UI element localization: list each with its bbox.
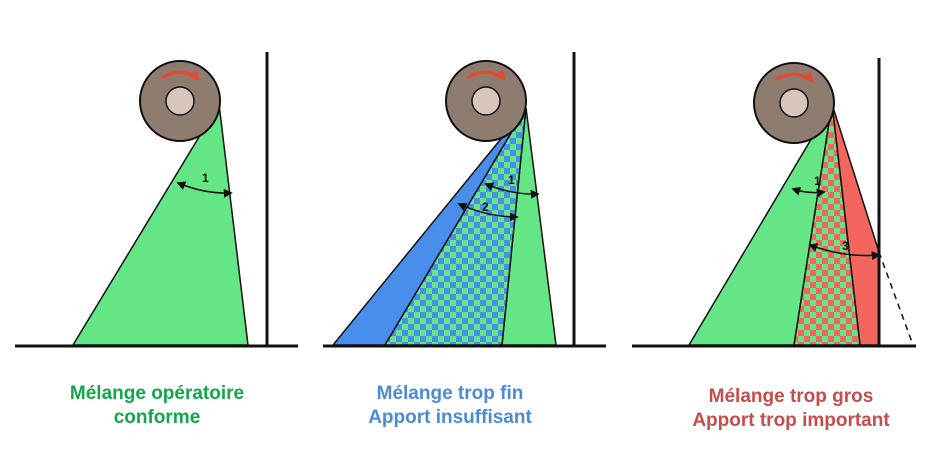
green-cone xyxy=(71,101,249,346)
checker-overlap xyxy=(383,107,527,346)
roller xyxy=(753,62,835,144)
panel-trop-fin: 1 2 xyxy=(323,52,606,348)
caption-trop-gros: Mélange trop gros Apport trop important xyxy=(641,385,941,433)
angle-arc-3 xyxy=(808,243,881,261)
deflection-dashed-line xyxy=(878,251,914,346)
angle-arc-1 xyxy=(176,181,233,198)
roller xyxy=(139,60,221,142)
angle-arc-2 xyxy=(457,202,519,222)
panel-trop-gros: 1 3 xyxy=(632,58,916,348)
caption-line-1: Mélange opératoire xyxy=(69,383,245,404)
roller xyxy=(445,60,527,142)
caption-line-2: Apport insuffisant xyxy=(368,407,532,428)
caption-line-2: conforme xyxy=(113,407,201,428)
caption-trop-fin: Mélange trop fin Apport insuffisant xyxy=(300,382,600,430)
caption-line-1: Mélange trop gros xyxy=(708,386,874,407)
panel-conforme: 1 xyxy=(15,52,298,348)
angle-label-1: 1 xyxy=(508,173,515,187)
caption-conforme: Mélange opératoire conforme xyxy=(7,382,307,430)
angle-arc-1 xyxy=(791,187,826,198)
angle-label-1: 1 xyxy=(202,171,209,185)
angle-arc-1 xyxy=(484,182,540,199)
angle-label-3: 3 xyxy=(842,239,849,253)
caption-line-2: Apport trop important xyxy=(692,410,890,431)
angle-label-2: 2 xyxy=(482,200,489,214)
caption-line-1: Mélange trop fin xyxy=(376,383,524,404)
angle-label-1: 1 xyxy=(814,174,821,188)
